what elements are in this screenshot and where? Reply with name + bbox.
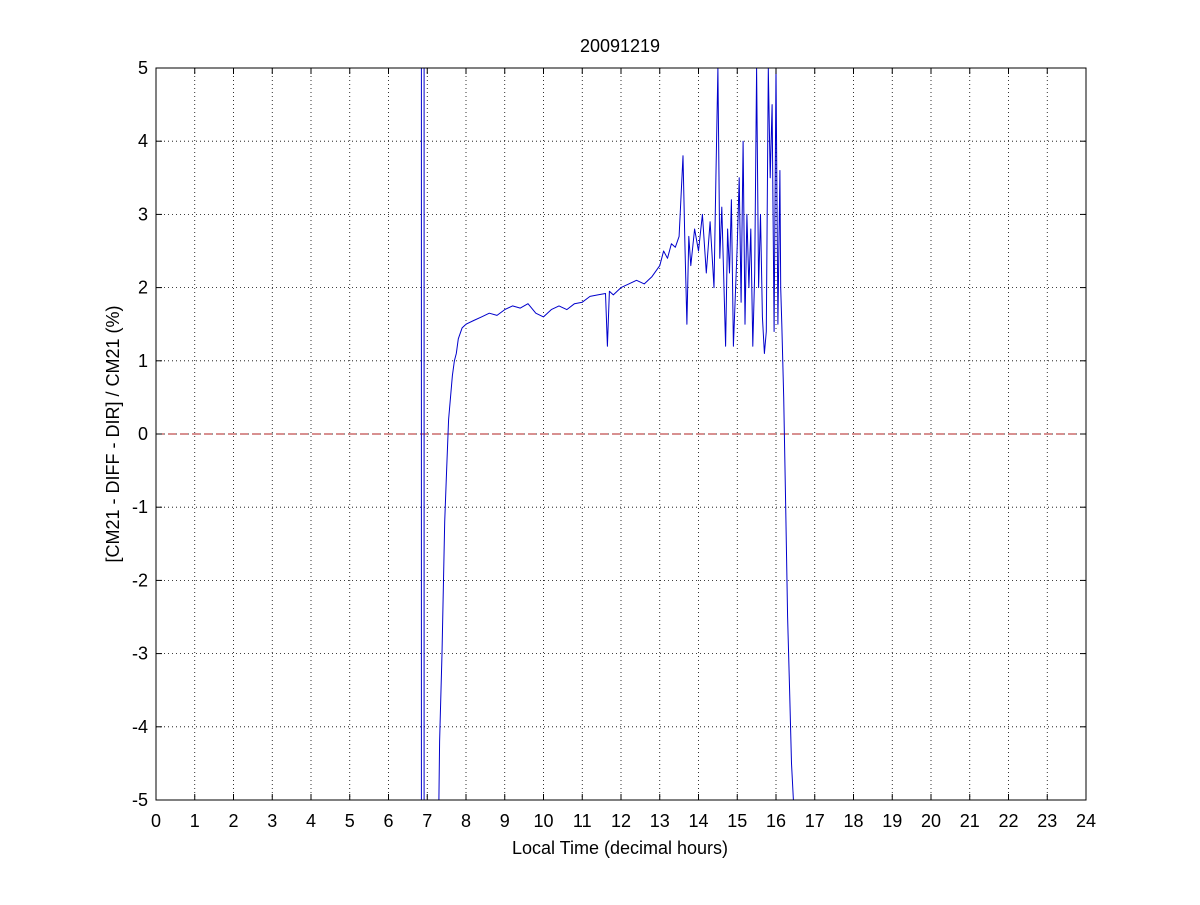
y-tick-label: 2	[138, 278, 148, 298]
chart-title: 20091219	[580, 36, 660, 56]
x-tick-label: 10	[533, 811, 553, 831]
x-tick-label: 0	[151, 811, 161, 831]
series-line	[438, 67, 794, 801]
x-tick-label: 20	[921, 811, 941, 831]
y-tick-label: 0	[138, 424, 148, 444]
x-tick-label: 18	[843, 811, 863, 831]
series-layer	[420, 67, 794, 801]
y-tick-label: -2	[132, 570, 148, 590]
x-tick-label: 11	[573, 811, 592, 831]
x-tick-label: 7	[422, 811, 432, 831]
x-axis-label: Local Time (decimal hours)	[512, 838, 728, 858]
x-tick-label: 15	[727, 811, 747, 831]
x-tick-label: 13	[650, 811, 670, 831]
x-tick-label: 9	[500, 811, 510, 831]
y-tick-label: -5	[132, 790, 148, 810]
x-tick-label: 22	[998, 811, 1018, 831]
x-tick-labels: 0 1 2 3 4 5 6 7 8 9 10 11 12 13 14 15 16 17 18 19 20 21 22 23 24	[151, 811, 1096, 831]
tick-marks	[155, 67, 1087, 801]
y-tick-label: -4	[132, 717, 148, 737]
y-tick-label: 5	[138, 58, 148, 78]
x-tick-label: 4	[306, 811, 316, 831]
y-axis-label: [CM21 - DIFF - DIR] / CM21 (%)	[103, 305, 123, 562]
y-tick-label: 4	[138, 131, 148, 151]
x-tick-label: 3	[267, 811, 277, 831]
x-tick-label: 21	[960, 811, 980, 831]
x-tick-label: 14	[688, 811, 708, 831]
y-tick-label: 1	[138, 351, 148, 371]
x-tick-label: 1	[190, 811, 200, 831]
x-tick-label: 17	[805, 811, 825, 831]
x-tick-label: 5	[345, 811, 355, 831]
y-tick-label: -3	[132, 644, 148, 664]
x-tick-label: 8	[461, 811, 471, 831]
x-tick-label: 2	[228, 811, 238, 831]
x-tick-label: 24	[1076, 811, 1096, 831]
x-tick-label: 12	[611, 811, 631, 831]
x-tick-label: 23	[1037, 811, 1057, 831]
y-tick-labels: -5 -4 -3 -2 -1 0 1 2 3 4 5	[132, 58, 148, 810]
x-tick-label: 6	[383, 811, 393, 831]
y-tick-label: -1	[132, 497, 148, 517]
y-tick-label: 3	[138, 204, 148, 224]
x-tick-label: 19	[882, 811, 902, 831]
x-tick-label: 16	[766, 811, 786, 831]
